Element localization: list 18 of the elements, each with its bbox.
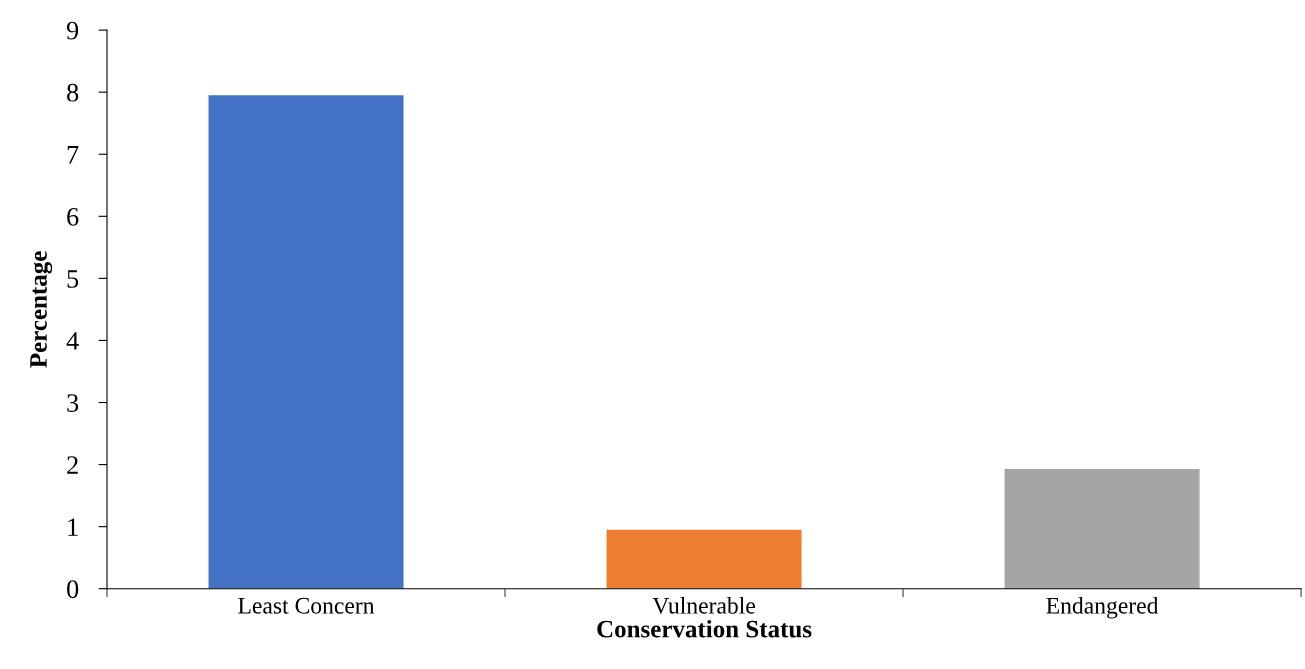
y-tick-label: 3 bbox=[67, 394, 79, 412]
y-axis-title: Percentage bbox=[30, 251, 53, 368]
y-tick-label: 4 bbox=[66, 332, 79, 350]
y-tick-label: 6 bbox=[67, 207, 79, 226]
x-tick-label: Least Concern bbox=[238, 597, 375, 614]
y-tick-label: 9 bbox=[66, 21, 79, 40]
y-tick-label: 1 bbox=[68, 518, 78, 536]
y-tick-label: 8 bbox=[67, 83, 79, 102]
x-tick-label: Endangered bbox=[1046, 597, 1159, 619]
bar bbox=[208, 95, 404, 589]
x-axis-title: Conservation Status bbox=[597, 619, 812, 638]
bar bbox=[606, 529, 802, 589]
y-tick-label: 5 bbox=[67, 270, 79, 288]
y-tick-label: 0 bbox=[67, 580, 79, 599]
y-tick-label: 7 bbox=[67, 146, 79, 164]
bar bbox=[1004, 468, 1200, 589]
x-tick-label: Vulnerable bbox=[652, 597, 755, 614]
y-tick-label: 2 bbox=[67, 456, 78, 474]
